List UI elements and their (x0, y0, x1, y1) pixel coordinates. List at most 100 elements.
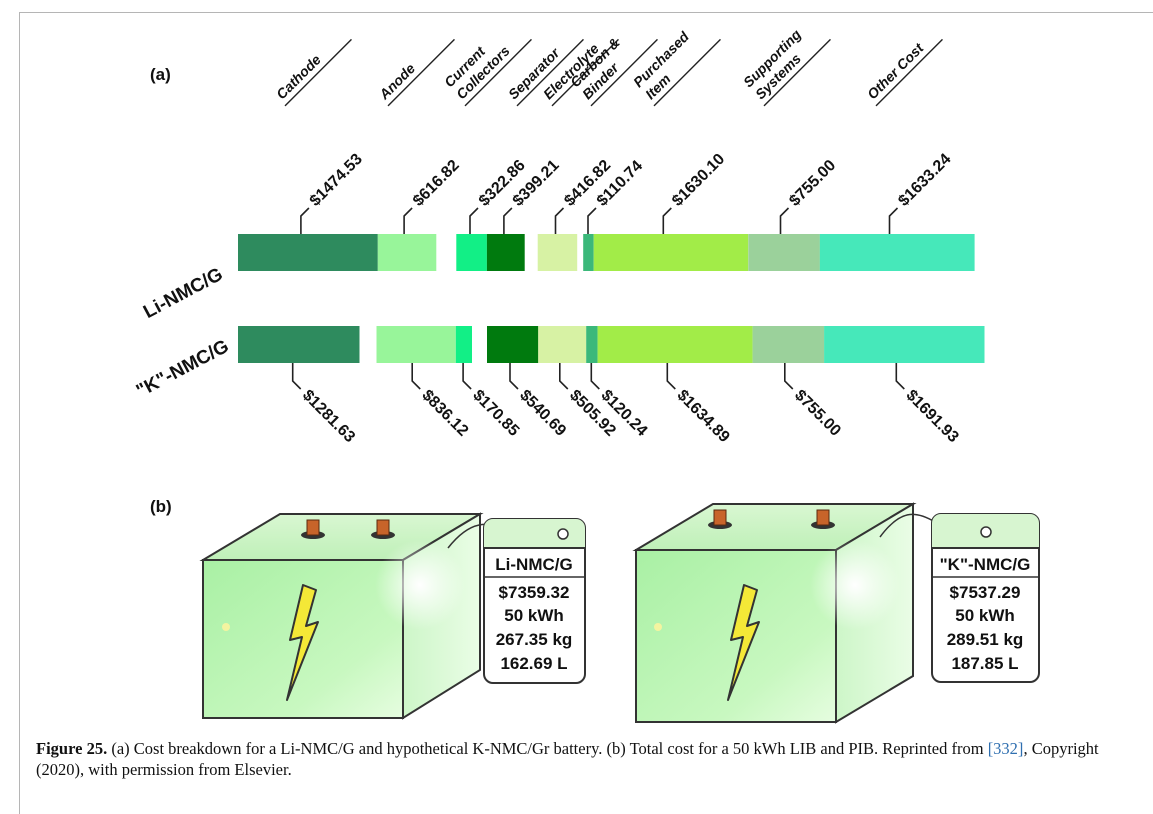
battery-k-light (654, 623, 662, 631)
tag-hole-icon (980, 526, 992, 538)
bar-li-other-cost (819, 234, 975, 271)
bar-k-electrolyte (538, 326, 587, 363)
value-label: $1474.53 (307, 151, 366, 210)
value-label: $1281.63 (299, 387, 358, 446)
battery-li-mass: 267.35 kg (496, 630, 573, 649)
battery-k-mass: 289.51 kg (947, 630, 1024, 649)
series-label-k: "K"-NMC/G (133, 336, 232, 402)
bar-li-cathode (238, 234, 378, 271)
battery-li: Li-NMC/G $7359.32 50 kWh 267.35 kg 162.6… (199, 512, 586, 720)
lightning-bolt-icon (727, 584, 760, 701)
bars-group (238, 234, 985, 363)
value-leader-line (462, 363, 472, 390)
value-leader-line (590, 363, 600, 390)
bar-li-supporting-systems (748, 234, 820, 271)
terminal-icon (708, 509, 732, 529)
battery-li-glare (375, 540, 465, 630)
caption-text-after: , Copyright (2020), with permission from… (36, 739, 1099, 779)
caption-text-before: (a) Cost breakdown for a Li-NMC/G and hy… (107, 739, 988, 758)
value-label: $1691.93 (902, 387, 961, 446)
category-header-underline (653, 38, 721, 107)
value-leader-line (895, 363, 905, 390)
bar-li-separator (486, 234, 525, 271)
value-leader-line (662, 207, 672, 234)
value-leader-line (469, 207, 479, 234)
value-leader-line (291, 363, 302, 390)
category-header-underline (875, 38, 943, 107)
value-leader-line (587, 207, 597, 234)
category-header: Cathode (273, 38, 352, 107)
battery-li-volume: 162.69 L (500, 654, 567, 673)
value-label: $836.12 (418, 387, 471, 440)
figure-caption: Figure 25. (a) Cost breakdown for a Li-N… (36, 738, 1136, 780)
tag-hole-icon (557, 528, 569, 540)
value-leader-line (300, 207, 310, 234)
battery-li-name: Li-NMC/G (495, 555, 572, 574)
bar-k-separator (487, 326, 539, 363)
value-leader-line (559, 363, 569, 390)
battery-k-glare (810, 540, 900, 630)
battery-k-volume: 187.85 L (951, 654, 1018, 673)
bar-k-purchased-item (597, 326, 753, 363)
bar-li-current-collectors (456, 234, 487, 271)
battery-li-tag-header (484, 519, 585, 548)
figure-frame (19, 12, 1153, 814)
bar-li-anode (377, 234, 437, 271)
value-label: $1634.89 (673, 387, 732, 446)
bar-li-carbon-binder (583, 234, 594, 271)
value-label: $755.00 (786, 157, 839, 210)
bar-k-cathode (238, 326, 360, 363)
battery-k-energy: 50 kWh (955, 606, 1015, 625)
bar-k-other-cost (824, 326, 985, 363)
battery-li-cost: $7359.32 (499, 583, 570, 602)
terminal-icon (811, 509, 835, 529)
battery-li-light (222, 623, 230, 631)
value-leader-line (784, 363, 794, 390)
category-header: Other Cost (864, 38, 943, 107)
category-header-text: Cathode (273, 51, 324, 102)
lightning-bolt-icon (286, 584, 319, 701)
value-label: $1633.24 (895, 151, 954, 210)
value-leader-line (509, 363, 519, 390)
value-label: $755.00 (791, 387, 844, 440)
value-leader-line (779, 207, 790, 234)
category-header-underline (387, 38, 455, 107)
bar-li-electrolyte (537, 234, 578, 271)
panel-label-b: (b) (150, 497, 172, 516)
caption-reference-link[interactable]: [332] (987, 739, 1024, 758)
series-label-li: Li-NMC/G (140, 264, 226, 323)
value-leader-line (411, 363, 421, 390)
tag-string (879, 513, 936, 538)
category-header-underline (516, 38, 584, 107)
category-header-underline (464, 38, 532, 107)
value-leader-line (403, 207, 413, 234)
figure-graphic: (a) (b) Cathode Anode CurrentCollectorsSep… (133, 26, 1040, 724)
bar-k-carbon-binder (586, 326, 598, 363)
value-label: $170.85 (469, 387, 522, 440)
battery-k: "K"-NMC/G $7537.29 50 kWh 289.51 kg 187.… (632, 502, 1040, 724)
category-header: Anode (375, 38, 455, 107)
value-leader-line (888, 207, 899, 234)
value-leader-line (554, 207, 565, 234)
terminal-icon (301, 519, 325, 539)
caption-label: Figure 25. (36, 739, 108, 758)
category-header-underline (590, 38, 658, 107)
battery-k-cost: $7537.29 (950, 583, 1021, 602)
value-label: $540.69 (516, 387, 569, 440)
value-labels-group: $1474.53 $616.82 $322.86$399.21$416.82$110… (291, 151, 962, 446)
category-headers: Cathode Anode CurrentCollectorsSeparatorEl… (273, 26, 943, 107)
bar-k-current-collectors (455, 326, 472, 363)
category-header-underline (284, 38, 352, 107)
value-label: $1630.10 (669, 151, 728, 210)
battery-li-energy: 50 kWh (504, 606, 564, 625)
battery-k-name: "K"-NMC/G (940, 555, 1031, 574)
category-header-text: Other Cost (864, 39, 927, 102)
value-leader-line (503, 207, 513, 234)
value-leader-line (666, 363, 676, 390)
bar-k-supporting-systems (752, 326, 825, 363)
category-header-underline (551, 38, 619, 107)
panel-label-a: (a) (150, 65, 171, 84)
category-header-underline (763, 38, 831, 107)
